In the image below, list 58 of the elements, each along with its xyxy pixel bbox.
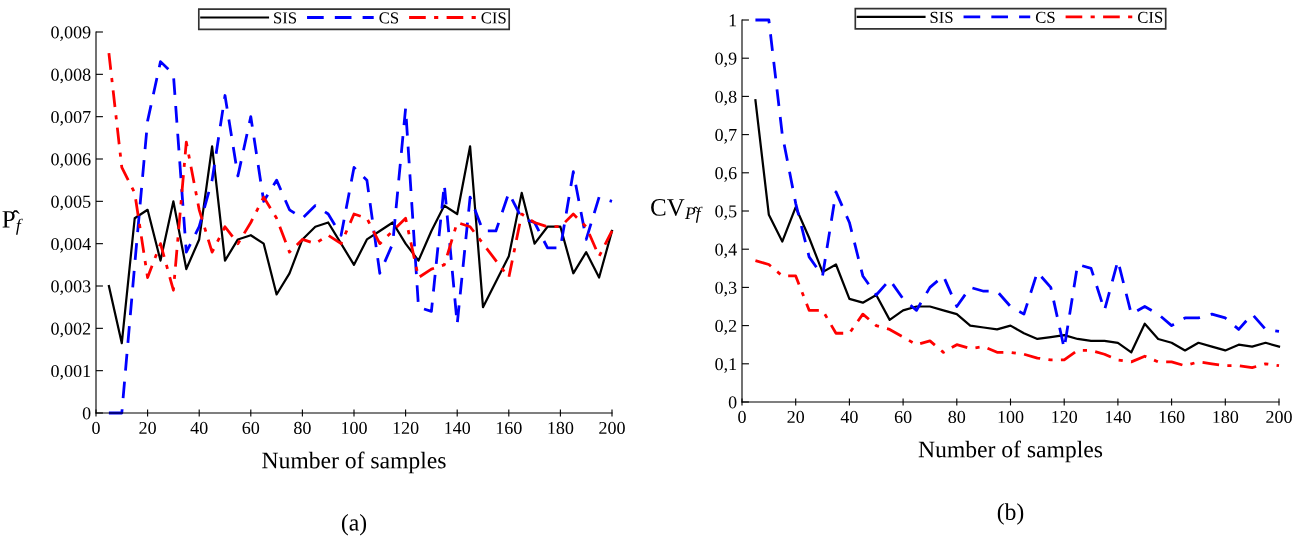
legend-label: CIS (1137, 11, 1163, 23)
legend-label: SIS (274, 12, 297, 24)
x-tick-label: 0 (92, 421, 100, 435)
y-tick-label: 0,007 (51, 110, 91, 126)
x-tick-label: 200 (1266, 410, 1292, 424)
x-tick-label: 40 (190, 421, 208, 435)
y-tick-label: 0,008 (51, 68, 91, 84)
line-series (107, 51, 614, 292)
x-tick-label: 120 (393, 421, 419, 435)
text: (a) (341, 514, 367, 536)
x-tick-label: 160 (496, 421, 522, 435)
legend-label: CS (379, 12, 399, 24)
x-tick-label: 140 (1105, 410, 1131, 424)
x-tick-label: 60 (242, 421, 260, 435)
x-tick-label: 80 (294, 421, 311, 435)
legend-label: CIS (481, 12, 506, 24)
y-tick-label: 0,3 (715, 281, 737, 297)
x-axis-title: Number of samples (918, 440, 1103, 463)
x-axis-title: Number of samples (262, 451, 446, 474)
y-tick-label: 0,003 (51, 280, 91, 296)
y-tick-label: 0,2 (715, 319, 737, 335)
x-tick-label: 20 (139, 421, 156, 435)
x-tick-label: 20 (787, 410, 805, 424)
y-tick-label: 0 (728, 396, 737, 409)
x-tick-label: 180 (1213, 410, 1239, 424)
x-tick-label: 60 (894, 410, 912, 424)
x-tick-label: 100 (342, 421, 367, 435)
y-tick-label: 1 (729, 14, 737, 27)
y-tick-label: 0,002 (51, 322, 91, 338)
x-tick-label: 100 (998, 410, 1024, 424)
line-series (107, 145, 614, 345)
y-tick-label: 0,5 (715, 205, 737, 221)
y-tick-label: 0,006 (51, 153, 91, 169)
y-tick-label: 0,1 (715, 358, 737, 373)
x-tick-label: 160 (1159, 410, 1185, 424)
y-tick-label: 0,8 (715, 90, 737, 106)
x-tick-label: 40 (840, 410, 858, 424)
y-axis-title: CV$_{P̂f}$ (651, 199, 703, 223)
x-tick-label: 180 (548, 421, 574, 435)
y-tick-label: 0,005 (51, 195, 91, 211)
legend-label: SIS (930, 11, 953, 23)
x-tick-label: 80 (948, 410, 966, 424)
y-axis-title: P̂$_{f}$ (2, 210, 23, 235)
x-tick-label: 0 (738, 410, 746, 424)
line-series (754, 99, 1281, 354)
y-tick-label: 0,7 (715, 128, 737, 144)
x-tick-label: 200 (599, 421, 625, 435)
x-tick-label: 120 (1052, 410, 1078, 424)
y-tick-label: 0,9 (715, 52, 737, 68)
x-tick-label: 140 (445, 421, 471, 435)
y-tick-label: 0,004 (51, 237, 91, 253)
y-tick-label: 0,6 (715, 167, 737, 182)
legend-label: CS (1035, 11, 1055, 23)
text: (b) (997, 503, 1024, 525)
line-series (754, 259, 1281, 370)
y-tick-label: 0,4 (715, 243, 737, 259)
y-tick-label: 0,001 (51, 364, 91, 380)
y-tick-label: 0,009 (51, 26, 91, 42)
